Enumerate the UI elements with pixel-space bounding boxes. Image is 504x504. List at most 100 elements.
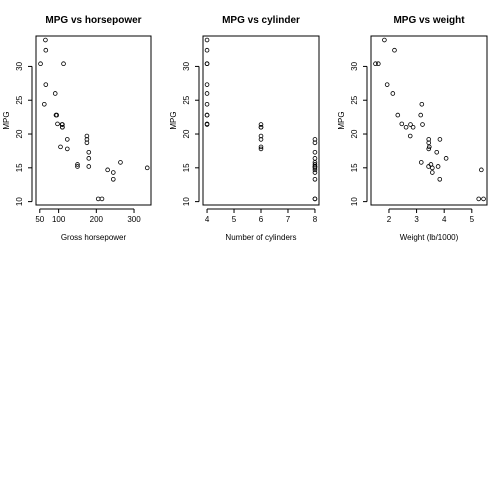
x-tick-label: 100 — [52, 215, 66, 224]
data-point — [426, 146, 432, 152]
data-point — [60, 124, 65, 130]
x-tick-label: 200 — [90, 215, 104, 224]
data-point — [479, 167, 484, 173]
x-tick-label: 3 — [414, 215, 419, 224]
data-point — [144, 165, 150, 171]
data-point — [430, 165, 435, 171]
data-point — [312, 140, 318, 146]
data-point — [84, 140, 90, 146]
data-point — [376, 61, 381, 67]
y-tick-label: 30 — [182, 61, 191, 70]
data-point — [204, 82, 210, 87]
data-point — [43, 37, 48, 43]
data-point — [403, 124, 409, 130]
data-point — [410, 124, 416, 130]
data-point — [408, 122, 413, 127]
data-point — [99, 196, 105, 202]
data-point — [204, 61, 210, 67]
y-axis-label: MPG — [2, 111, 11, 129]
data-point — [258, 133, 264, 139]
y-tick-label: 15 — [350, 163, 359, 172]
data-point — [84, 137, 90, 142]
data-point — [392, 47, 397, 53]
plot-frame — [35, 35, 152, 206]
data-point — [426, 144, 432, 150]
data-points — [373, 37, 486, 202]
y-tick-label: 25 — [182, 95, 191, 104]
data-point — [64, 146, 70, 152]
data-point — [382, 37, 387, 43]
data-point — [419, 101, 425, 107]
plot-frame — [370, 35, 488, 206]
data-point — [312, 160, 318, 165]
data-point — [399, 121, 405, 127]
data-points — [38, 37, 150, 202]
data-point — [95, 196, 101, 202]
data-point — [481, 196, 486, 202]
x-tick-label: 5 — [232, 215, 237, 224]
data-point — [312, 167, 318, 173]
data-point — [258, 144, 264, 150]
data-point — [312, 156, 318, 161]
data-point — [86, 164, 92, 169]
x-tick-label: 50 — [35, 215, 44, 224]
data-point — [86, 156, 92, 161]
data-point — [43, 47, 49, 53]
data-point — [204, 101, 210, 107]
panel-3: MPG vs weight 2 3 4 5 Weight (lb/1000) 10 15 20 2… — [337, 15, 488, 242]
x-tick-label: 300 — [127, 215, 141, 224]
data-point — [258, 122, 264, 127]
data-point — [110, 177, 116, 182]
data-point — [437, 177, 443, 182]
x-tick-label: 7 — [286, 215, 291, 224]
data-point — [430, 170, 435, 175]
y-axis-label: MPG — [169, 111, 178, 129]
data-point — [58, 144, 63, 150]
chart-title: MPG vs horsepower — [45, 15, 141, 26]
x-tick-label: 8 — [313, 215, 318, 224]
data-point — [476, 196, 482, 202]
data-point — [426, 137, 432, 142]
data-point — [75, 162, 80, 167]
data-point — [312, 177, 318, 182]
y-axis: 10 15 20 25 30 — [350, 61, 368, 206]
y-tick-label: 25 — [350, 95, 359, 104]
data-point — [435, 164, 441, 169]
data-point — [43, 82, 49, 87]
data-point — [312, 165, 318, 171]
x-tick-label: 6 — [259, 215, 264, 224]
data-point — [258, 146, 264, 152]
y-axis-label: MPG — [337, 111, 346, 129]
y-tick-label: 15 — [182, 163, 191, 172]
y-tick-label: 10 — [15, 197, 24, 206]
data-point — [390, 91, 396, 96]
data-point — [437, 137, 443, 142]
data-point — [373, 61, 378, 67]
x-axis-label: Weight (lb/1000) — [400, 233, 459, 242]
x-axis: 50 100 200 300 — [35, 208, 141, 224]
data-point — [312, 162, 318, 167]
data-point — [64, 137, 70, 142]
y-tick-label: 25 — [15, 95, 24, 104]
data-point — [110, 170, 116, 175]
y-tick-label: 15 — [15, 163, 24, 172]
data-point — [258, 124, 264, 130]
x-axis: 4 5 6 7 8 — [205, 208, 318, 224]
y-axis: 10 15 20 25 30 — [182, 61, 200, 206]
data-point — [86, 149, 92, 155]
plot-frame — [202, 35, 320, 206]
data-point — [55, 121, 60, 127]
x-axis-label: Number of cylinders — [225, 233, 296, 242]
data-point — [75, 164, 80, 169]
data-point — [52, 91, 58, 96]
y-tick-label: 20 — [182, 129, 191, 138]
data-point — [312, 170, 318, 175]
data-point — [204, 112, 210, 118]
data-point — [204, 122, 210, 127]
data-point — [204, 47, 210, 53]
x-axis: 2 3 4 5 — [387, 208, 475, 224]
x-axis-label: Gross horsepower — [61, 233, 127, 242]
y-tick-label: 20 — [15, 129, 24, 138]
